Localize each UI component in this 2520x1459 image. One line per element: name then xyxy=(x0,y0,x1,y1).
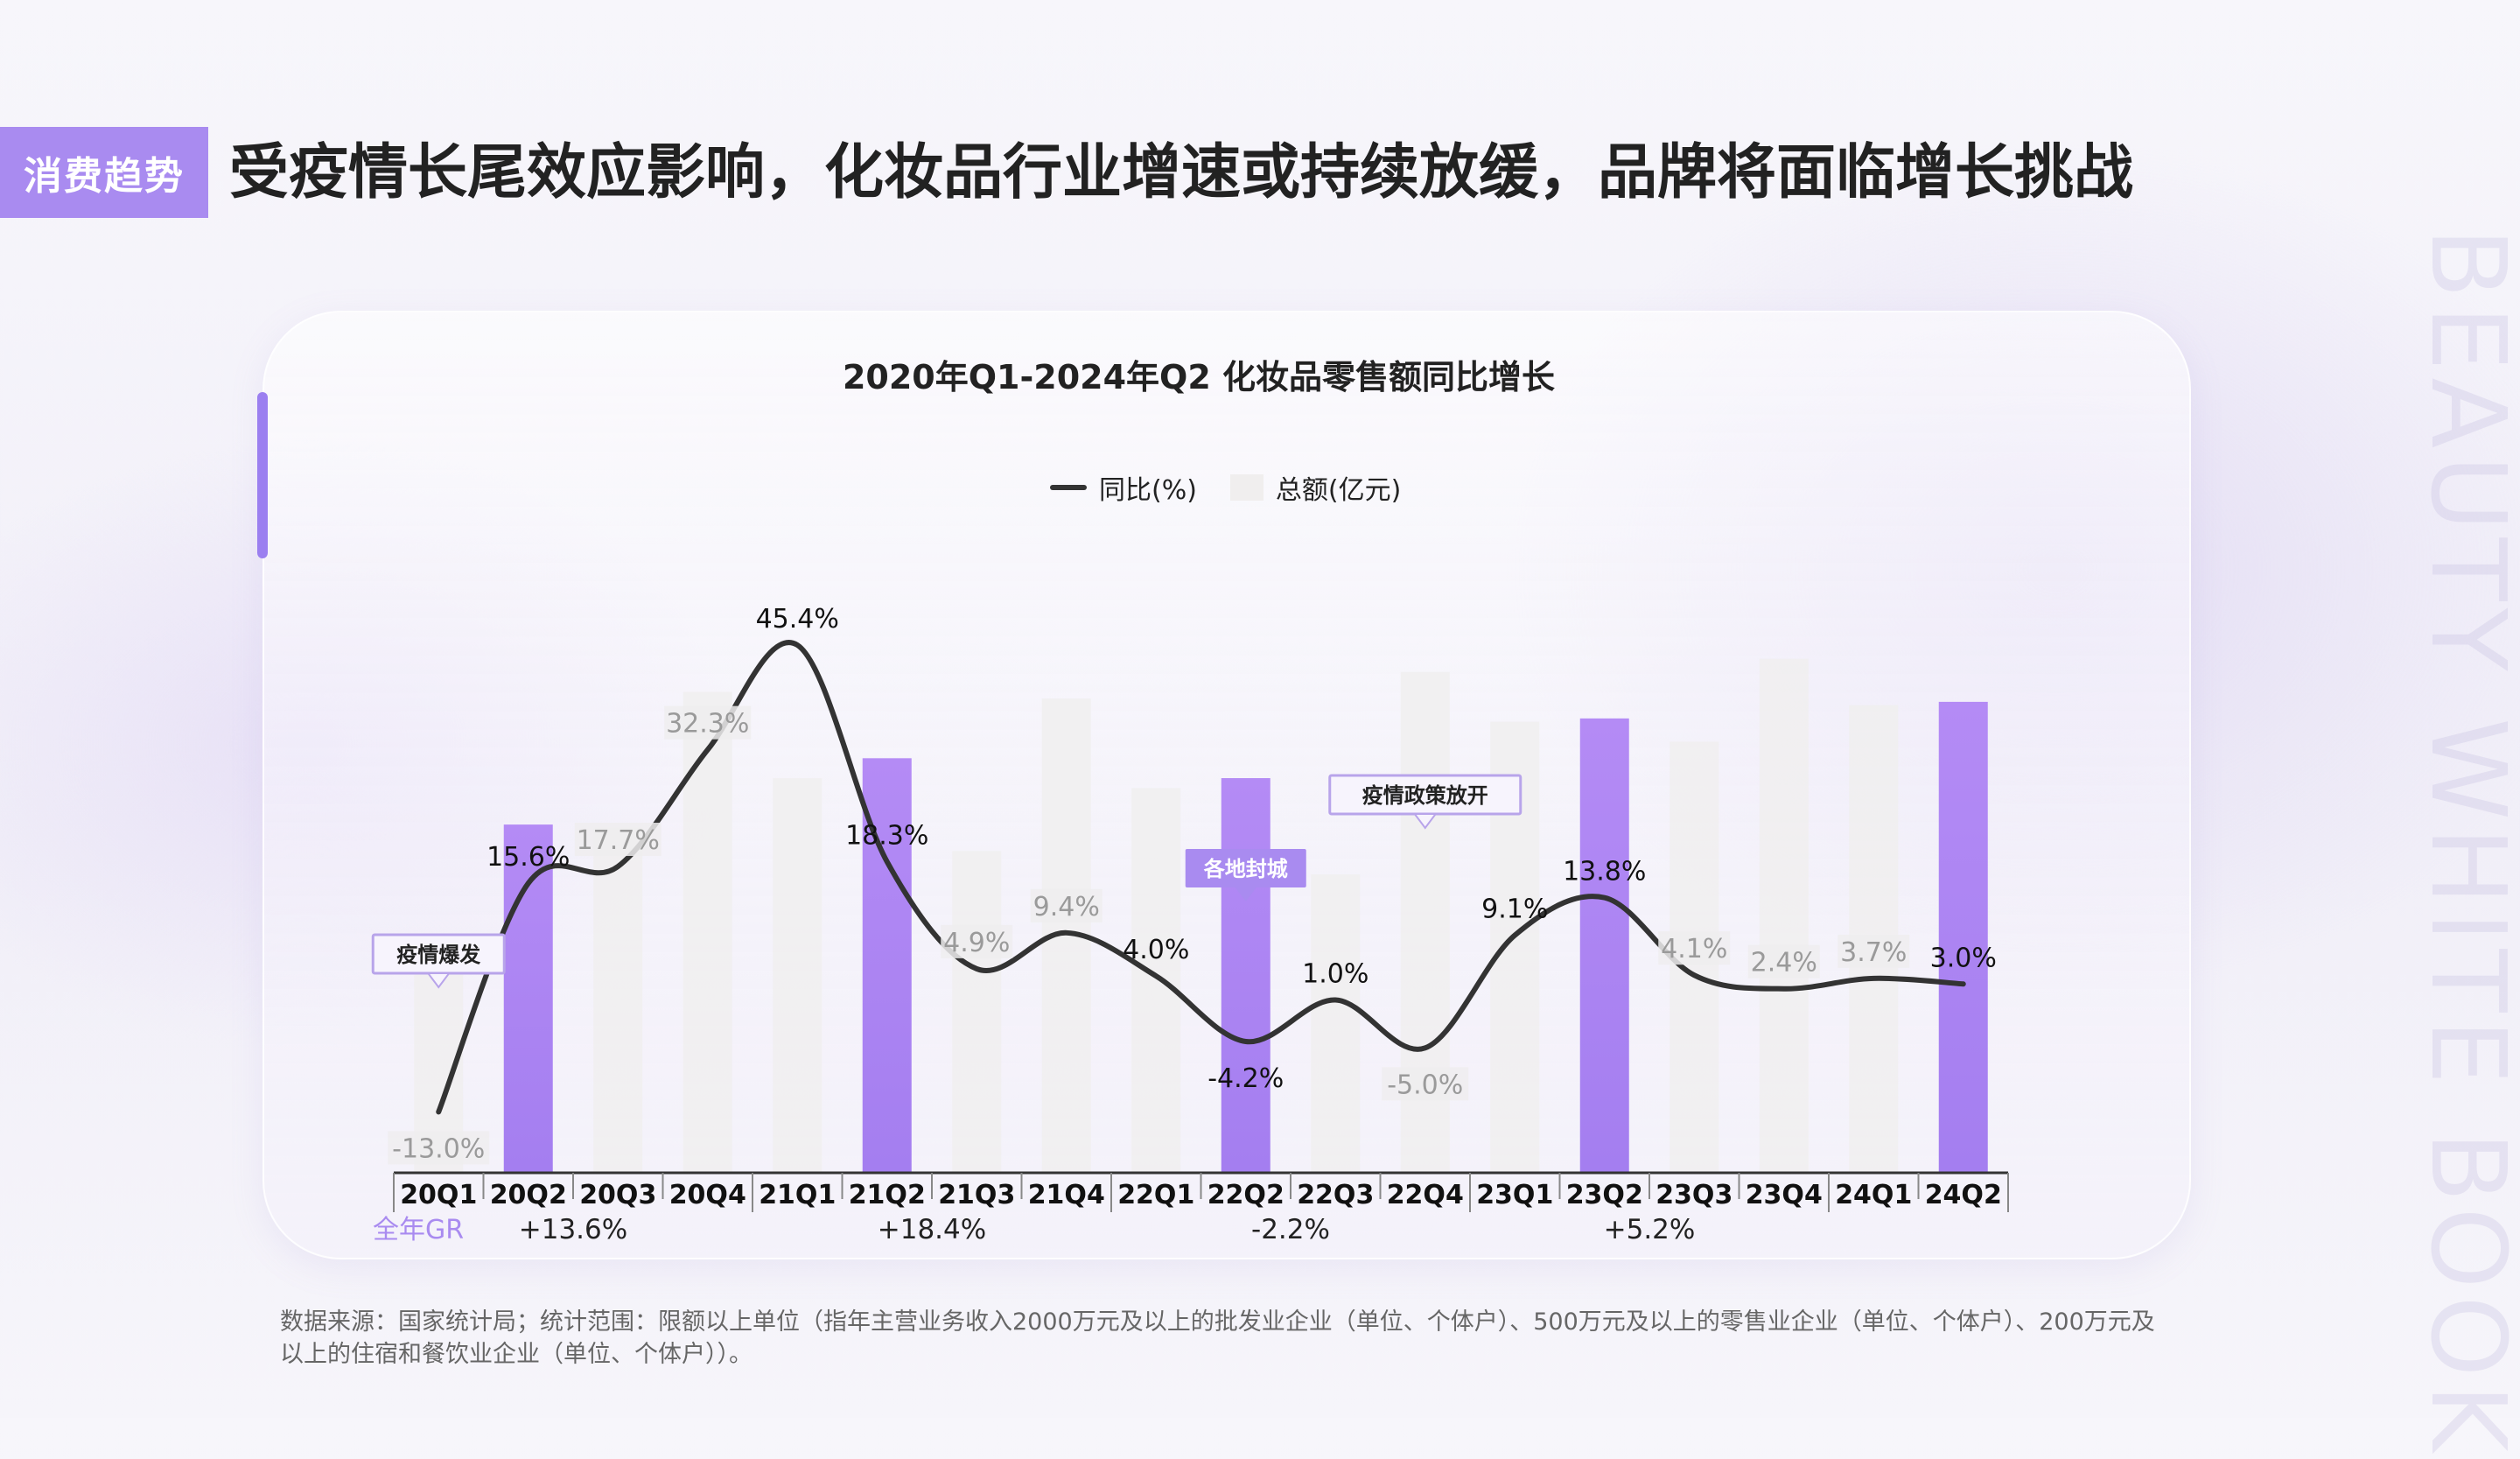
x-tick-label-21Q4: 21Q4 xyxy=(1028,1180,1105,1210)
footnote: 数据来源：国家统计局；统计范围：限额以上单位（指年主营业务收入2000万元及以上… xyxy=(280,1308,2155,1368)
legend-line-swatch xyxy=(1050,485,1087,490)
annual-gr-value: -2.2% xyxy=(1251,1214,1330,1245)
x-tick-label-20Q2: 20Q2 xyxy=(490,1180,567,1210)
bar-20Q4 xyxy=(682,691,732,1173)
x-tick-label-21Q3: 21Q3 xyxy=(938,1180,1015,1210)
x-tick-label-20Q4: 20Q4 xyxy=(669,1180,746,1210)
annotation-pointer xyxy=(1412,813,1438,830)
data-label-20Q1: -13.0% xyxy=(392,1133,485,1164)
bar-22Q1 xyxy=(1131,788,1181,1173)
data-label-21Q2: 18.3% xyxy=(845,821,928,852)
bar-23Q2 xyxy=(1579,718,1629,1173)
data-label-24Q1: 3.7% xyxy=(1840,937,1907,968)
data-label-20Q2: 15.6% xyxy=(486,842,570,873)
data-label-22Q3: 1.0% xyxy=(1302,959,1368,990)
bar-22Q2 xyxy=(1221,778,1270,1173)
annotation-pointer xyxy=(1235,887,1256,901)
data-label-bg xyxy=(1382,1067,1469,1101)
legend-bar-label: 总额(亿元) xyxy=(1275,475,1402,506)
page-headline: 受疫情长尾效应影响，化妆品行业增速或持续放缓，品牌将面临增长挑战 xyxy=(229,138,2134,207)
data-label-22Q2: -4.2% xyxy=(1208,1063,1284,1094)
data-label-bg xyxy=(388,1131,490,1165)
data-label-bg xyxy=(664,705,752,740)
bar-20Q3 xyxy=(593,827,643,1173)
data-label-22Q1: 4.0% xyxy=(1123,935,1189,965)
data-label-bg xyxy=(1747,944,1820,979)
data-label-bg xyxy=(941,924,1013,958)
bar-22Q3 xyxy=(1311,873,1361,1173)
bar-21Q1 xyxy=(773,778,822,1173)
data-label-bg xyxy=(1838,934,1910,968)
data-label-23Q1: 9.1% xyxy=(1481,894,1548,925)
data-label-23Q2: 13.8% xyxy=(1563,857,1646,887)
x-tick-label-23Q2: 23Q2 xyxy=(1566,1180,1643,1210)
data-label-23Q3: 4.1% xyxy=(1661,934,1727,964)
annual-gr-value: +13.6% xyxy=(519,1214,627,1245)
data-label-21Q1: 45.4% xyxy=(756,604,839,635)
annotation-label: 各地封城 xyxy=(1203,857,1288,881)
data-label-22Q4: -5.0% xyxy=(1387,1070,1463,1100)
x-tick-label-22Q3: 22Q3 xyxy=(1297,1180,1374,1210)
x-tick-label-22Q2: 22Q2 xyxy=(1208,1180,1284,1210)
data-label-bg xyxy=(574,823,662,857)
x-tick-label-20Q1: 20Q1 xyxy=(400,1180,477,1210)
bar-24Q2 xyxy=(1938,701,1988,1173)
data-label-20Q3: 17.7% xyxy=(577,825,660,856)
data-label-bg xyxy=(1658,931,1731,965)
x-tick-label-21Q2: 21Q2 xyxy=(849,1180,926,1210)
x-tick-label-24Q1: 24Q1 xyxy=(1835,1180,1912,1210)
x-tick-label-23Q4: 23Q4 xyxy=(1746,1180,1823,1210)
bar-20Q2 xyxy=(503,824,553,1173)
annual-gr-label: 全年GR xyxy=(373,1215,464,1245)
annual-gr-value: +18.4% xyxy=(878,1214,986,1245)
x-tick-label-22Q1: 22Q1 xyxy=(1117,1180,1194,1210)
x-tick-label-22Q4: 22Q4 xyxy=(1387,1180,1464,1210)
x-tick-label-23Q3: 23Q3 xyxy=(1656,1180,1732,1210)
annotation-box xyxy=(1185,849,1306,887)
annotation-label: 疫情政策放开 xyxy=(1362,783,1488,808)
data-label-bg xyxy=(1030,888,1102,922)
card-accent-bar xyxy=(257,392,268,558)
x-tick-label-20Q3: 20Q3 xyxy=(579,1180,656,1210)
x-tick-label-24Q2: 24Q2 xyxy=(1925,1180,2002,1210)
section-tag: 消费趋势 xyxy=(0,127,208,218)
chart-svg: 20Q1 20Q2 20Q3 20Q4 21Q1 21Q2 21Q3 21Q4 22Q1 22Q2… xyxy=(371,604,2009,1245)
annotation-label: 疫情爆发 xyxy=(396,943,480,967)
data-label-20Q4: 32.3% xyxy=(666,709,749,740)
legend-bar-swatch xyxy=(1229,474,1264,501)
watermark-text: BEAUTY WHITE BOOK xyxy=(2408,228,2520,1459)
bar-21Q3 xyxy=(952,851,1002,1173)
chart-legend: 同比(%) 总额(亿元) xyxy=(1050,468,1401,507)
legend-line-label: 同比(%) xyxy=(1099,475,1197,506)
x-tick-label-23Q1: 23Q1 xyxy=(1476,1180,1553,1210)
bar-23Q4 xyxy=(1759,658,1809,1173)
data-label-21Q4: 9.4% xyxy=(1033,892,1100,922)
annual-gr-value: +5.2% xyxy=(1604,1214,1696,1245)
data-label-21Q3: 4.9% xyxy=(943,928,1010,958)
data-label-23Q4: 2.4% xyxy=(1751,948,1817,979)
annotation-pointer xyxy=(426,972,452,989)
chart-title: 2020年Q1-2024年Q2 化妆品零售额同比增长 xyxy=(842,358,1555,396)
data-label-24Q2: 3.0% xyxy=(1930,943,1997,973)
x-tick-label-21Q1: 21Q1 xyxy=(759,1180,836,1210)
